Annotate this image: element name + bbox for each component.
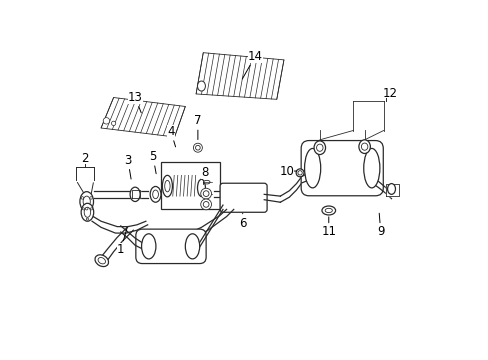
Ellipse shape (313, 141, 325, 154)
FancyBboxPatch shape (136, 229, 206, 264)
Ellipse shape (387, 184, 395, 194)
Ellipse shape (201, 199, 211, 210)
Ellipse shape (321, 206, 335, 215)
FancyBboxPatch shape (220, 183, 266, 212)
Ellipse shape (90, 208, 92, 210)
Text: 9: 9 (376, 213, 384, 238)
Ellipse shape (296, 169, 304, 177)
Ellipse shape (363, 148, 379, 188)
Ellipse shape (201, 188, 211, 199)
Text: 6: 6 (239, 213, 246, 230)
Ellipse shape (142, 234, 156, 259)
Ellipse shape (150, 186, 161, 202)
Text: 11: 11 (321, 217, 336, 238)
Polygon shape (196, 53, 284, 99)
Polygon shape (101, 98, 185, 137)
Text: 5: 5 (149, 150, 157, 174)
Text: 13: 13 (127, 91, 142, 113)
Ellipse shape (130, 187, 140, 202)
Ellipse shape (90, 197, 92, 199)
Text: 4: 4 (167, 125, 175, 147)
Text: 8: 8 (201, 166, 208, 184)
Ellipse shape (111, 121, 116, 126)
Ellipse shape (193, 143, 202, 152)
Ellipse shape (203, 192, 210, 195)
Ellipse shape (81, 203, 94, 221)
Text: 2: 2 (81, 152, 88, 165)
Ellipse shape (197, 81, 205, 91)
Ellipse shape (80, 192, 93, 211)
Polygon shape (131, 189, 140, 198)
Ellipse shape (203, 180, 210, 184)
Ellipse shape (185, 234, 199, 259)
Ellipse shape (82, 208, 84, 210)
Ellipse shape (81, 197, 83, 199)
Ellipse shape (197, 179, 205, 197)
Bar (161, 162, 220, 209)
Ellipse shape (85, 207, 88, 210)
Polygon shape (386, 184, 398, 196)
Ellipse shape (162, 175, 172, 197)
Ellipse shape (86, 218, 88, 220)
FancyBboxPatch shape (301, 140, 383, 196)
Ellipse shape (358, 140, 369, 153)
Text: 7: 7 (194, 114, 201, 140)
Text: 3: 3 (124, 154, 131, 179)
Text: 14: 14 (242, 50, 262, 79)
Ellipse shape (103, 118, 109, 124)
Text: 12: 12 (382, 87, 396, 100)
Ellipse shape (95, 255, 108, 266)
Ellipse shape (304, 148, 320, 188)
Text: 10: 10 (279, 165, 296, 177)
Text: 1: 1 (117, 228, 127, 256)
